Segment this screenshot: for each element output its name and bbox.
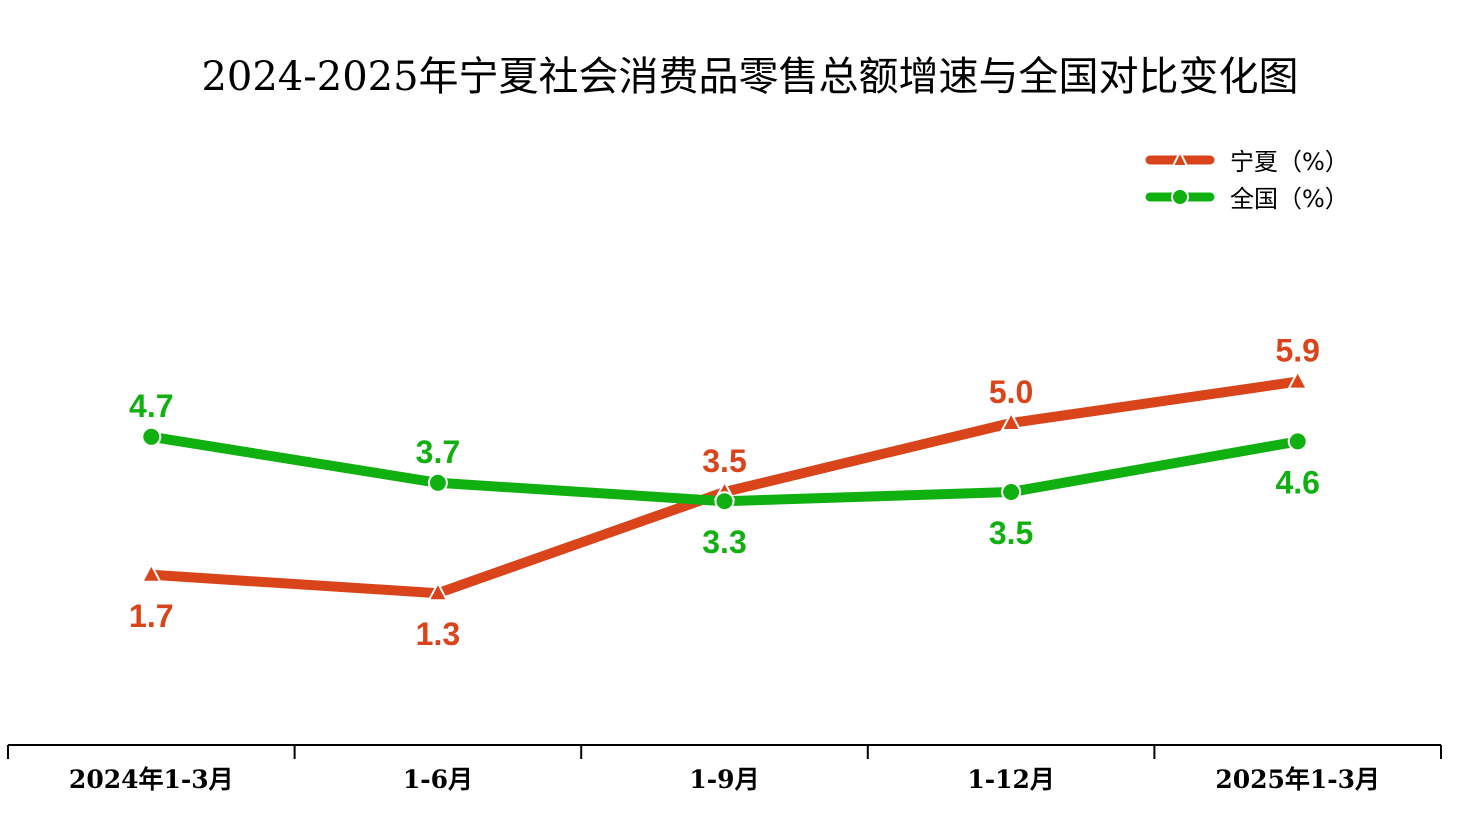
data-label: 4.6	[1275, 464, 1319, 500]
x-axis: 2024年1-3月 1-6月 1-9月 1-12月 2025年1-3月	[7, 744, 1442, 794]
legend-marker-circle	[1171, 188, 1189, 206]
series-group: 1.7 1.3 3.5 5.0 5.9 4.7 3.7 3.3 3.5 4.6	[129, 333, 1320, 653]
legend-item-ningxia: 宁夏（%）	[1145, 148, 1349, 176]
legend: 宁夏（%） 全国（%）	[1145, 148, 1349, 213]
data-label: 1.3	[416, 616, 460, 652]
x-tick-label: 2025年1-3月	[1215, 765, 1380, 794]
chart-title: 2024-2025年宁夏社会消费品零售总额增速与全国对比变化图	[201, 54, 1298, 100]
legend-label-national: 全国（%）	[1230, 185, 1349, 213]
legend-marker-triangle	[1171, 149, 1189, 167]
data-point-circle	[1001, 482, 1022, 502]
data-point-triangle	[1287, 369, 1309, 390]
legend-label-ningxia: 宁夏（%）	[1230, 148, 1349, 176]
data-label: 4.7	[129, 388, 173, 424]
x-tick-label: 1-12月	[967, 765, 1055, 794]
data-label: 3.5	[989, 515, 1033, 551]
data-point-circle	[141, 426, 162, 447]
x-tick-label: 2024年1-3月	[69, 765, 234, 794]
x-tick-label: 1-9月	[689, 765, 759, 794]
data-point-circle	[427, 472, 448, 493]
data-point-circle	[1287, 431, 1308, 452]
data-point-triangle	[427, 581, 449, 602]
x-tick-label: 1-6月	[403, 765, 473, 794]
data-label: 5.9	[1275, 333, 1319, 369]
data-point-circle	[714, 491, 735, 512]
legend-item-national: 全国（%）	[1145, 185, 1349, 213]
data-label: 1.7	[129, 598, 173, 634]
data-label: 5.0	[989, 374, 1033, 410]
data-label: 3.5	[702, 443, 746, 479]
data-label: 3.3	[702, 524, 746, 560]
data-point-triangle	[1000, 410, 1022, 431]
data-label: 3.7	[416, 434, 460, 470]
data-point-triangle	[140, 562, 162, 583]
